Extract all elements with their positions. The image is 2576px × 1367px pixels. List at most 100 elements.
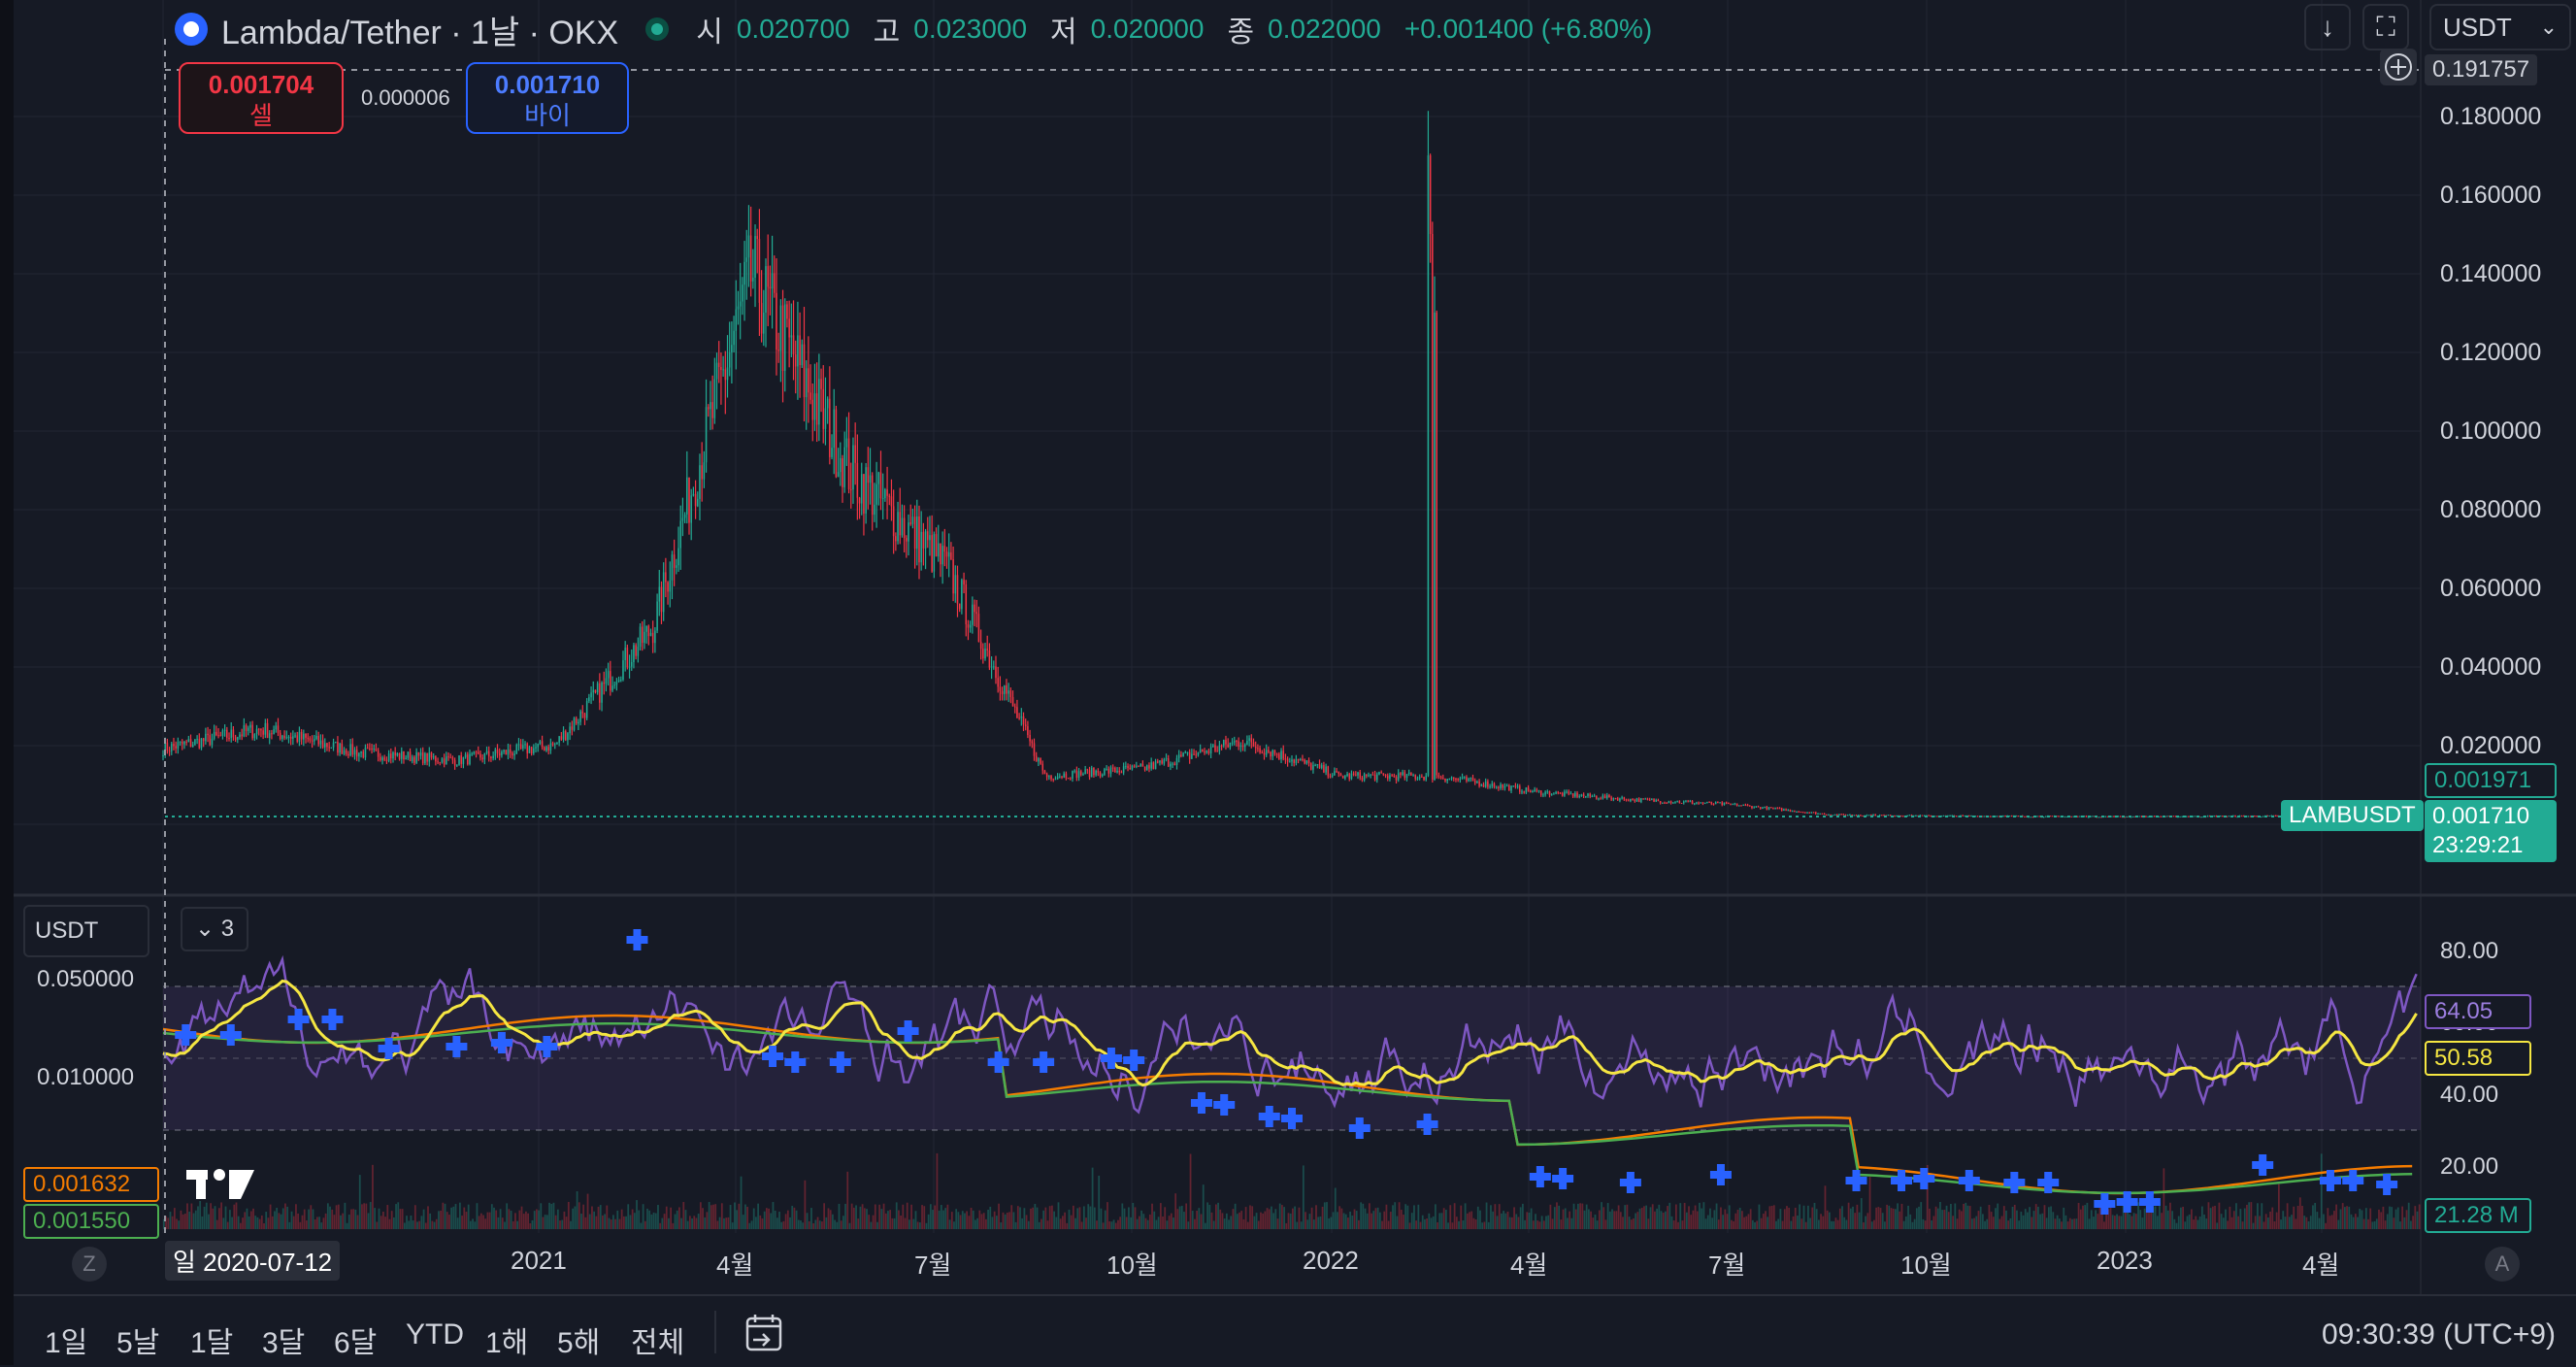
volume-bar (670, 1207, 673, 1229)
volume-bar (1594, 1215, 1597, 1229)
candle-body (835, 409, 838, 478)
range-6m[interactable]: 6달 (334, 1327, 378, 1359)
range-1y[interactable]: 1해 (485, 1327, 529, 1359)
volume-bar (910, 1204, 912, 1229)
volume-bar (1076, 1208, 1079, 1229)
time-tick: 4월 (1510, 1250, 1548, 1280)
volume-bar (1117, 1219, 1119, 1229)
candle-body (1455, 779, 1457, 781)
buy-button[interactable]: 0.001710 바이 (466, 62, 629, 134)
candle-body (560, 736, 563, 740)
volume-bar (923, 1206, 926, 1229)
volume-bar (1208, 1204, 1211, 1229)
add-alert-icon[interactable] (2380, 49, 2417, 85)
volume-bar (1667, 1206, 1668, 1229)
volume-bar (1715, 1203, 1718, 1229)
volume-bar (274, 1211, 276, 1229)
volume-bar (1818, 1219, 1820, 1229)
range-5d[interactable]: 5날 (116, 1327, 160, 1359)
sell-button[interactable]: 0.001704 셀 (179, 62, 344, 134)
volume-bar (263, 1222, 265, 1229)
fullscreen-icon[interactable]: ⛶ (2362, 4, 2409, 50)
candle-body (326, 743, 328, 748)
candle-body (1054, 779, 1057, 781)
candle-body (713, 379, 716, 418)
range-1d[interactable]: 1일 (45, 1327, 88, 1359)
tradingview-logo (186, 1169, 254, 1199)
candle-body (1205, 750, 1207, 753)
volume-bar (1006, 1212, 1008, 1229)
candles (162, 111, 2420, 818)
volume-bar (378, 1208, 380, 1229)
volume-bar (1123, 1208, 1126, 1229)
candle-body (699, 465, 701, 499)
candle-body (756, 236, 758, 240)
candle-body (1653, 799, 1655, 802)
volume-bar (1717, 1219, 1720, 1229)
candle-body (405, 757, 407, 760)
range-1m[interactable]: 1달 (190, 1327, 234, 1359)
candle-body (524, 744, 526, 746)
candle-body (191, 744, 194, 748)
range-ytd[interactable]: YTD (406, 1318, 464, 1350)
volume-bar (1765, 1211, 1767, 1229)
price-tick: 0.040000 (2440, 653, 2542, 681)
volume-bar (1863, 1222, 1865, 1229)
candle-body (1527, 787, 1530, 791)
volume-bar (442, 1202, 445, 1229)
volume-bar (1238, 1212, 1240, 1229)
candle-body (173, 744, 175, 747)
volume-bar (1438, 1213, 1441, 1229)
volume-bar (1915, 1208, 1918, 1229)
range-all[interactable]: 전체 (631, 1327, 685, 1359)
volume-bar (1692, 1210, 1695, 1229)
candle-body (1815, 812, 1817, 815)
volume-bar (2058, 1218, 2061, 1229)
candle-body (1798, 811, 1800, 813)
auto-scale-button[interactable]: A (2485, 1247, 2520, 1282)
candle-body (813, 393, 816, 420)
volume-bar (863, 1208, 866, 1229)
candle-body (411, 756, 413, 762)
download-icon[interactable]: ↓ (2304, 4, 2351, 50)
volume-bar (267, 1217, 270, 1229)
volume-bar (413, 1205, 416, 1229)
volume-bar (1012, 1212, 1015, 1229)
go-to-date-icon[interactable] (743, 1313, 786, 1353)
volume-bar (855, 1205, 857, 1229)
range-5y[interactable]: 5해 (557, 1327, 601, 1359)
candle-body (255, 728, 258, 735)
volume-bar (2282, 1211, 2285, 1229)
volume-bar (2401, 1206, 2404, 1229)
volume-bar (638, 1210, 641, 1229)
symbol-title[interactable]: Lambda/Tether · 1날 · OKX (221, 14, 619, 51)
volume-bar (1947, 1212, 1950, 1229)
volume-bar (2328, 1216, 2331, 1229)
volume-bar (789, 1217, 791, 1229)
volume-bar (1952, 1216, 1955, 1229)
volume-bar (1240, 1211, 1243, 1229)
volume-bar (1306, 1219, 1309, 1229)
candle-body (1404, 772, 1406, 779)
candle-body (1239, 745, 1242, 748)
currency-select[interactable]: USDT ⌄ (2429, 4, 2571, 50)
candle-body (2008, 816, 2011, 817)
volume-bar (2384, 1220, 2387, 1229)
volume-bar (324, 1213, 327, 1229)
signal-marker (2003, 1172, 2026, 1193)
indicator-collapse-button[interactable]: ⌄ 3 (181, 907, 248, 951)
timezone-clock[interactable]: 09:30:39 (UTC+9) (2322, 1318, 2556, 1350)
volume-bar (2207, 1202, 2210, 1229)
zoom-reset-button[interactable]: Z (72, 1247, 107, 1282)
volume-bar (1865, 1216, 1867, 1229)
volume-bar (1843, 1217, 1846, 1229)
volume-bar (350, 1209, 352, 1229)
candle-body (720, 367, 722, 371)
candle-body (869, 475, 872, 483)
pane-currency-select[interactable]: USDT (23, 905, 149, 957)
signal-marker (1100, 1048, 1122, 1069)
range-3m[interactable]: 3달 (262, 1327, 306, 1359)
volume-bar (1242, 1218, 1245, 1229)
volume-bar (2273, 1221, 2276, 1229)
